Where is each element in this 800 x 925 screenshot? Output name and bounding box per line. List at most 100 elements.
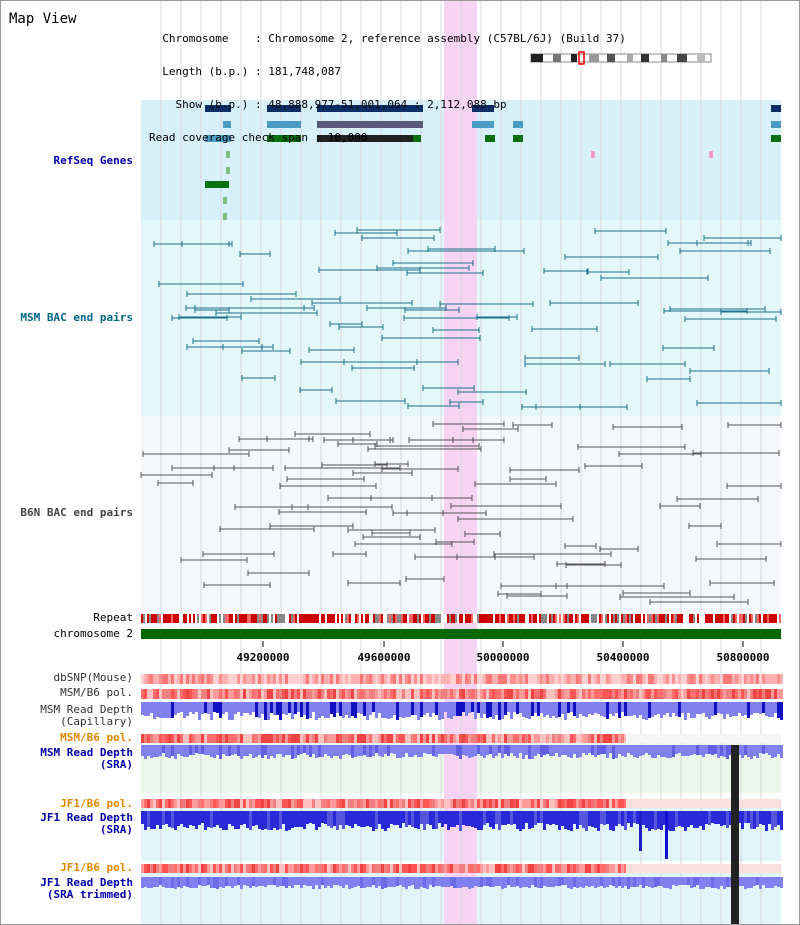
depth-bar — [699, 745, 702, 755]
heat-cell — [585, 864, 588, 873]
heat-cell — [249, 734, 252, 743]
heat-cell — [624, 799, 627, 808]
repeat-mark — [229, 614, 231, 623]
depth-bar — [420, 702, 423, 717]
depth-bar — [387, 877, 390, 887]
heat-cell — [261, 734, 264, 743]
depth-bar — [324, 702, 327, 718]
heat-cell — [432, 864, 435, 873]
repeat-mark — [331, 614, 333, 623]
heat-cell — [510, 799, 513, 808]
heat-cell — [309, 734, 312, 743]
heat-cell — [396, 799, 399, 808]
heat-cell — [243, 674, 246, 684]
track-label-msm-bac[interactable]: MSM BAC end pairs — [20, 311, 133, 324]
depth-bar — [675, 745, 678, 754]
depth-bar — [384, 811, 387, 831]
depth-bar — [762, 745, 765, 754]
heat-cell — [279, 689, 282, 699]
repeat-mark — [257, 614, 259, 623]
heat-cell — [225, 734, 228, 743]
heat-cell — [168, 734, 171, 743]
depth-bar — [363, 877, 366, 888]
heat-cell — [252, 689, 255, 699]
repeat-mark — [613, 614, 615, 623]
heat-cell — [579, 799, 582, 808]
depth-bar — [369, 811, 372, 827]
repeat-mark — [437, 614, 439, 623]
heat-cell — [216, 689, 219, 699]
heat-cell — [399, 734, 402, 743]
heat-cell — [747, 674, 750, 684]
heat-cell — [603, 799, 606, 808]
repeat-mark — [347, 614, 349, 623]
depth-bar — [315, 877, 318, 885]
depth-bar — [606, 877, 609, 887]
heat-cell — [669, 689, 672, 699]
depth-bar — [285, 745, 288, 755]
repeat-mark — [151, 614, 153, 623]
depth-bar — [213, 877, 216, 888]
heat-cell — [489, 734, 492, 743]
repeat-mark — [479, 614, 481, 623]
depth-bar — [309, 702, 312, 718]
depth-spike — [639, 811, 642, 851]
heat-cell — [288, 689, 291, 699]
heat-cell — [246, 864, 249, 873]
repeat-mark — [673, 614, 675, 623]
depth-bar — [492, 877, 495, 887]
heat-cell — [153, 799, 156, 808]
depth-bar — [603, 702, 606, 717]
depth-bar — [462, 745, 465, 755]
depth-bar — [432, 811, 435, 829]
depth-bar — [573, 745, 576, 754]
depth-bar — [771, 702, 774, 717]
gene-feature — [472, 121, 494, 128]
depth-bar — [354, 811, 357, 824]
heat-cell — [435, 689, 438, 699]
depth-bar — [153, 745, 156, 757]
repeat-mark — [171, 614, 173, 623]
depth-bar — [495, 877, 498, 886]
heat-cell — [384, 734, 387, 743]
repeat-mark — [395, 614, 397, 623]
depth-bar — [267, 877, 270, 885]
heat-cell — [558, 799, 561, 808]
repeat-mark — [305, 614, 307, 623]
depth-bar — [504, 811, 507, 825]
heat-cell — [519, 864, 522, 873]
heat-cell — [192, 674, 195, 684]
depth-bar — [633, 702, 636, 715]
depth-bar — [675, 811, 678, 827]
depth-bar — [738, 811, 741, 823]
heat-cell — [585, 674, 588, 684]
depth-bar — [663, 811, 666, 825]
heat-cell — [357, 689, 360, 699]
heat-cell — [240, 864, 243, 873]
depth-bar — [369, 877, 372, 887]
repeat-mark — [201, 614, 203, 623]
heat-cell — [396, 674, 399, 684]
heat-cell — [549, 734, 552, 743]
depth-bar — [519, 745, 522, 753]
track-label-refseq[interactable]: RefSeq Genes — [53, 154, 133, 167]
heat-cell — [288, 864, 291, 873]
heat-cell — [423, 734, 426, 743]
heat-cell — [474, 799, 477, 808]
depth-bar — [531, 745, 534, 759]
depth-bar — [774, 702, 777, 713]
depth-bar — [345, 745, 348, 754]
heat-cell — [567, 689, 570, 699]
heat-cell — [390, 864, 393, 873]
depth-bar — [672, 702, 675, 713]
track-label-b6n-bac[interactable]: B6N BAC end pairs — [20, 506, 133, 519]
depth-bar — [165, 745, 168, 757]
depth-bar — [591, 877, 594, 886]
depth-bar — [699, 811, 702, 826]
repeat-mark — [695, 614, 697, 623]
heat-cell — [333, 689, 336, 699]
depth-bar — [477, 877, 480, 887]
depth-bar — [372, 702, 375, 712]
heat-cell — [369, 689, 372, 699]
